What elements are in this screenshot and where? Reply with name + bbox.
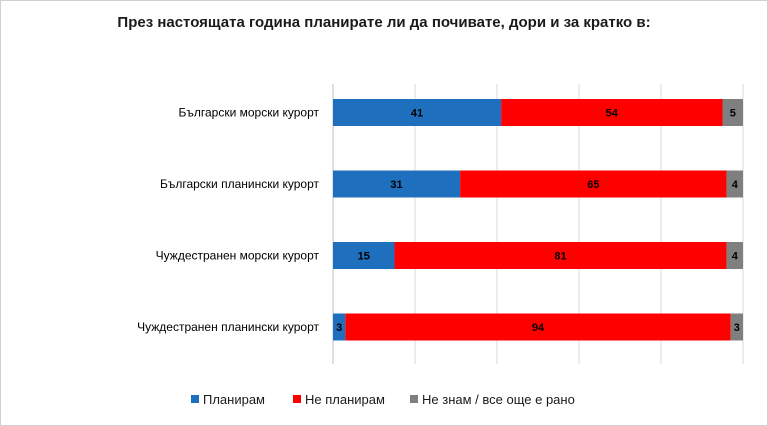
category-label: Чуждестранен планински курорт [137,320,319,334]
data-label: 81 [554,251,566,263]
legend-swatch [191,395,199,403]
data-label: 41 [411,108,423,120]
legend-swatch [410,395,418,403]
category-label: Български морски курорт [178,106,319,120]
category-label: Чуждестранен морски курорт [156,249,320,263]
data-label: 54 [606,108,619,120]
data-label: 4 [732,179,739,191]
data-label: 31 [390,179,402,191]
stacked-bar-chart: 41 54 5 31 65 4 15 81 4 3 94 3 Български морски кур… [0,0,768,426]
data-label: 3 [734,322,740,334]
data-label: 4 [732,251,739,263]
bar-segments: 41 54 5 31 65 4 15 81 4 3 94 3 [333,99,743,341]
data-label: 15 [358,251,370,263]
legend-swatch [293,395,301,403]
legend: Планирам Не планирам Не знам / все още е р… [191,392,575,407]
data-label: 65 [587,179,599,191]
category-labels: Български морски курорт Български планинс… [137,106,319,335]
data-label: 5 [730,108,736,120]
legend-label: Не знам / все още е рано [422,392,575,407]
legend-label: Не планирам [305,392,385,407]
legend-label: Планирам [203,392,265,407]
data-label: 3 [336,322,342,334]
data-label: 94 [532,322,545,334]
category-label: Български планински курорт [160,177,320,191]
